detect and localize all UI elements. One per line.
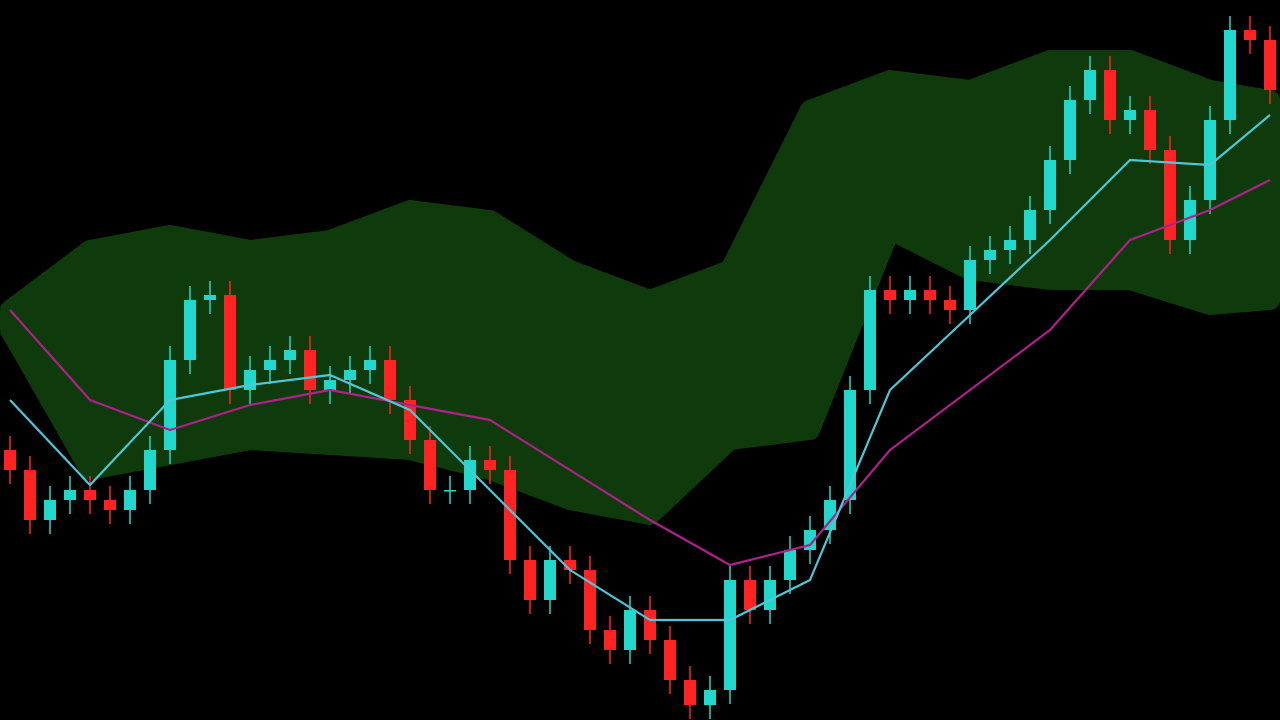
candle-body (784, 550, 796, 580)
candle-body (1064, 100, 1076, 160)
candle-body (884, 290, 896, 300)
candle-body (64, 490, 76, 500)
candle-body (244, 370, 256, 390)
candle-body (1244, 30, 1256, 40)
candle-body (504, 470, 516, 560)
candle-body (164, 360, 176, 450)
candle-body (864, 290, 876, 390)
candle-body (1144, 110, 1156, 150)
candle-body (724, 580, 736, 690)
candle-body (184, 300, 196, 360)
candle-body (1204, 120, 1216, 200)
candle-body (624, 610, 636, 650)
candle-body (984, 250, 996, 260)
candle-body (44, 500, 56, 520)
cloud-band (0, 50, 1280, 525)
moving-average-line (9, 179, 1271, 567)
candle-body (904, 290, 916, 300)
candle-body (324, 380, 336, 390)
candle-body (24, 470, 36, 520)
candle-body (604, 630, 616, 650)
candle-body (304, 350, 316, 390)
candle-body (4, 450, 16, 470)
candle-body (424, 440, 436, 490)
candle-body (84, 490, 96, 500)
candle-body (224, 295, 236, 390)
candle-body (1124, 110, 1136, 120)
candle-body (744, 580, 756, 610)
candle-body (1184, 200, 1196, 240)
candle-body (404, 400, 416, 440)
candle-body (264, 360, 276, 370)
candle-body (924, 290, 936, 300)
candle-body (1024, 210, 1036, 240)
candle-body (444, 490, 456, 492)
candle-body (684, 680, 696, 705)
candle-body (944, 300, 956, 310)
candle-body (1044, 160, 1056, 210)
candle-body (1004, 240, 1016, 250)
candle-body (1084, 70, 1096, 100)
candle-body (1104, 70, 1116, 120)
candle-body (844, 390, 856, 500)
candle-body (704, 690, 716, 705)
candle-body (124, 490, 136, 510)
candle-body (1224, 30, 1236, 120)
candle-body (644, 610, 656, 640)
candle-body (144, 450, 156, 490)
candle-body (964, 260, 976, 310)
candle-body (1264, 40, 1276, 90)
candle-body (204, 295, 216, 300)
candle-body (664, 640, 676, 680)
candle-body (764, 580, 776, 610)
candle-body (344, 370, 356, 380)
candle-body (1164, 150, 1176, 240)
candle-body (524, 560, 536, 600)
moving-average-line (9, 114, 1271, 622)
candle-body (564, 560, 576, 570)
candle-body (384, 360, 396, 400)
candle-body (104, 500, 116, 510)
candle-body (484, 460, 496, 470)
candle-body (284, 350, 296, 360)
candle-body (364, 360, 376, 370)
candle-body (824, 500, 836, 530)
candle-body (544, 560, 556, 600)
